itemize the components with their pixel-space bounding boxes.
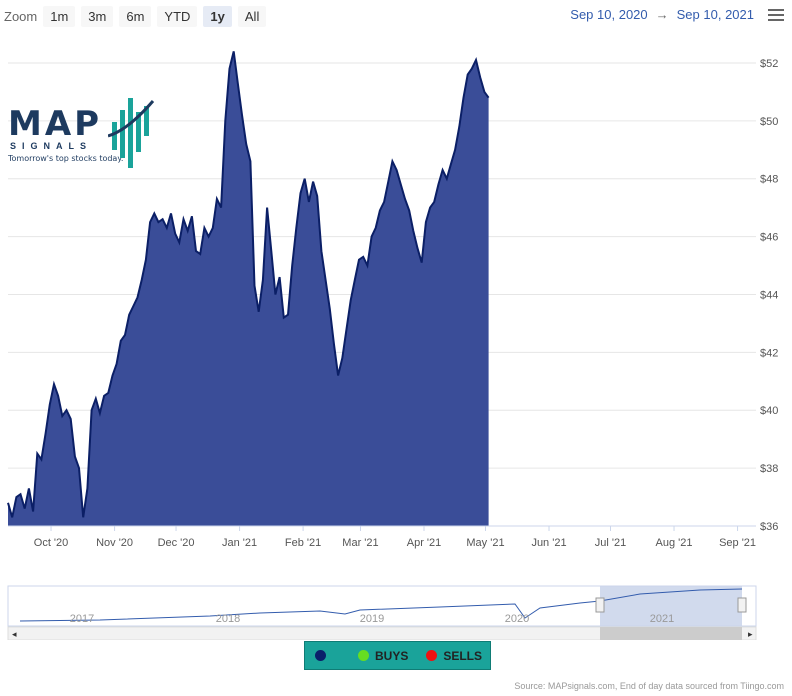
range-to-input[interactable]: Sep 10, 2021 (676, 7, 754, 22)
navigator-line (19, 588, 743, 622)
x-tick-label: Nov '20 (96, 537, 133, 549)
x-tick-label: May '21 (466, 537, 504, 549)
y-tick-label: $38 (760, 463, 778, 475)
logo-name: MAP (8, 104, 103, 144)
y-tick-label: $50 (760, 116, 778, 128)
zoom-ytd-button[interactable]: YTD (157, 5, 198, 27)
legend: BUYS SELLS (304, 641, 491, 670)
legend-item-sells[interactable]: SELLS (426, 649, 482, 663)
navigator-handle (737, 597, 747, 613)
price-area (8, 51, 489, 527)
y-tick-label: $42 (760, 347, 778, 359)
y-tick-label: $48 (760, 174, 778, 186)
y-tick-label: $44 (760, 289, 778, 301)
navigator-year-label: 2021 (650, 613, 674, 625)
y-tick-label: $52 (760, 58, 778, 70)
legend-label-sells: SELLS (443, 648, 483, 663)
zoom-1y-button[interactable]: 1y (203, 5, 232, 27)
x-tick-label: Dec '20 (158, 537, 195, 549)
x-tick-label: Feb '21 (285, 537, 321, 549)
price-line (7, 51, 490, 518)
y-tick-label: $36 (760, 521, 778, 533)
legend-dot-buys (358, 650, 369, 661)
legend-dot-sells (426, 650, 438, 661)
zoom-bar: Zoom 1m 3m 6m YTD 1y All (4, 5, 272, 27)
source-note: Source: MAPsignals.com, End of day data … (514, 681, 784, 691)
x-tick-label: Aug '21 (656, 537, 693, 549)
scroll-left-icon: ◂ (12, 629, 17, 639)
legend-item-price[interactable] (315, 650, 332, 661)
legend-item-buys[interactable]: BUYS (358, 649, 408, 663)
logo-tagline: Tomorrow's top stocks today. (8, 154, 124, 163)
zoom-label: Zoom (4, 8, 38, 24)
x-tick-label: Mar '21 (342, 537, 378, 549)
zoom-3m-button[interactable]: 3m (81, 5, 114, 27)
price-chart: $36 $38 $40 $42 $44 $46 $48 $50 $52 Oct '20 Nov '2… (7, 51, 778, 640)
navigator-handle (595, 597, 605, 613)
scroll-right-icon: ▸ (748, 629, 753, 639)
legend-label-buys: BUYS (375, 648, 409, 663)
zoom-all-button[interactable]: All (237, 5, 267, 27)
x-tick-label: Apr '21 (407, 537, 442, 549)
logo-bars-icon (108, 98, 155, 168)
zoom-6m-button[interactable]: 6m (119, 5, 152, 27)
navigator-year-label: 2020 (505, 613, 529, 625)
map-signals-logo: MAP SIGNALS Tomorrow's top stocks today. (8, 96, 158, 170)
x-tick-label: Jan '21 (222, 537, 257, 549)
x-tick-label: Jul '21 (595, 537, 626, 549)
x-tick-label: Jun '21 (531, 537, 566, 549)
logo-sub: SIGNALS (10, 141, 93, 151)
zoom-1m-button[interactable]: 1m (43, 5, 76, 27)
date-range: Sep 10, 2020 → Sep 10, 2021 (570, 7, 754, 22)
navigator-selection (600, 586, 742, 626)
legend-dot-price (315, 650, 326, 661)
x-tick-label: Oct '20 (34, 537, 69, 549)
navigator-year-label: 2017 (70, 613, 94, 625)
scrollbar-thumb (600, 627, 742, 640)
y-tick-label: $40 (760, 405, 778, 417)
x-tick-label: Sep '21 (719, 537, 756, 549)
navigator-year-label: 2019 (360, 613, 384, 625)
navigator-scrollbar (7, 626, 757, 640)
navigator-year-label: 2018 (216, 613, 240, 625)
y-tick-label: $46 (760, 232, 778, 244)
menu-icon[interactable] (768, 9, 784, 21)
range-arrow: → (655, 7, 669, 22)
range-from-input[interactable]: Sep 10, 2020 (570, 7, 648, 22)
